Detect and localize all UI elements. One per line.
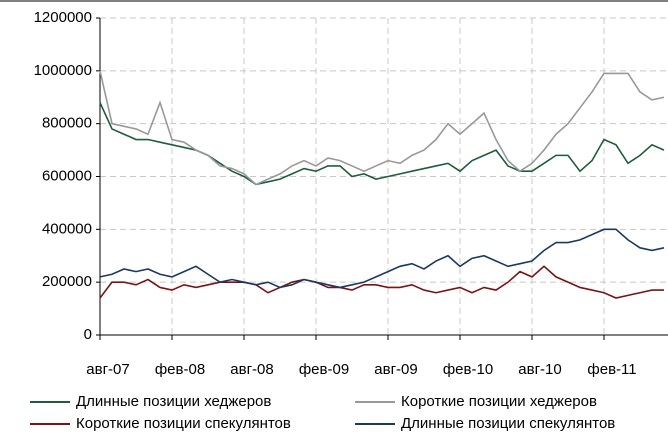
x-tick-label: авг-09 (374, 361, 417, 378)
x-tick-label: авг-07 (86, 361, 129, 378)
legend-label: Длинные позиции спекулянтов (401, 415, 615, 432)
x-tick-label: фев-10 (443, 361, 493, 378)
legend-label: Короткие позиции спекулянтов (76, 415, 291, 432)
y-tick-label: 600000 (42, 167, 92, 184)
legend-label: Короткие позиции хеджеров (401, 393, 597, 410)
y-tick-label: 1200000 (34, 9, 92, 26)
y-tick-label: 400000 (42, 220, 92, 237)
series-line (99, 228, 665, 289)
y-tick-label: 0 (84, 326, 92, 343)
series-line (99, 265, 664, 299)
series-line (99, 70, 665, 186)
legend-label: Длинные позиции хеджеров (76, 393, 271, 410)
y-tick-label: 200000 (42, 273, 92, 290)
x-tick-label: фев-11 (587, 361, 636, 378)
x-tick-label: авг-08 (230, 361, 273, 378)
x-tick-label: фев-09 (299, 361, 349, 378)
x-tick-label: фев-08 (155, 361, 205, 378)
y-tick-label: 1000000 (34, 62, 92, 79)
y-tick-label: 800000 (42, 115, 92, 132)
x-tick-label: авг-10 (518, 361, 561, 378)
